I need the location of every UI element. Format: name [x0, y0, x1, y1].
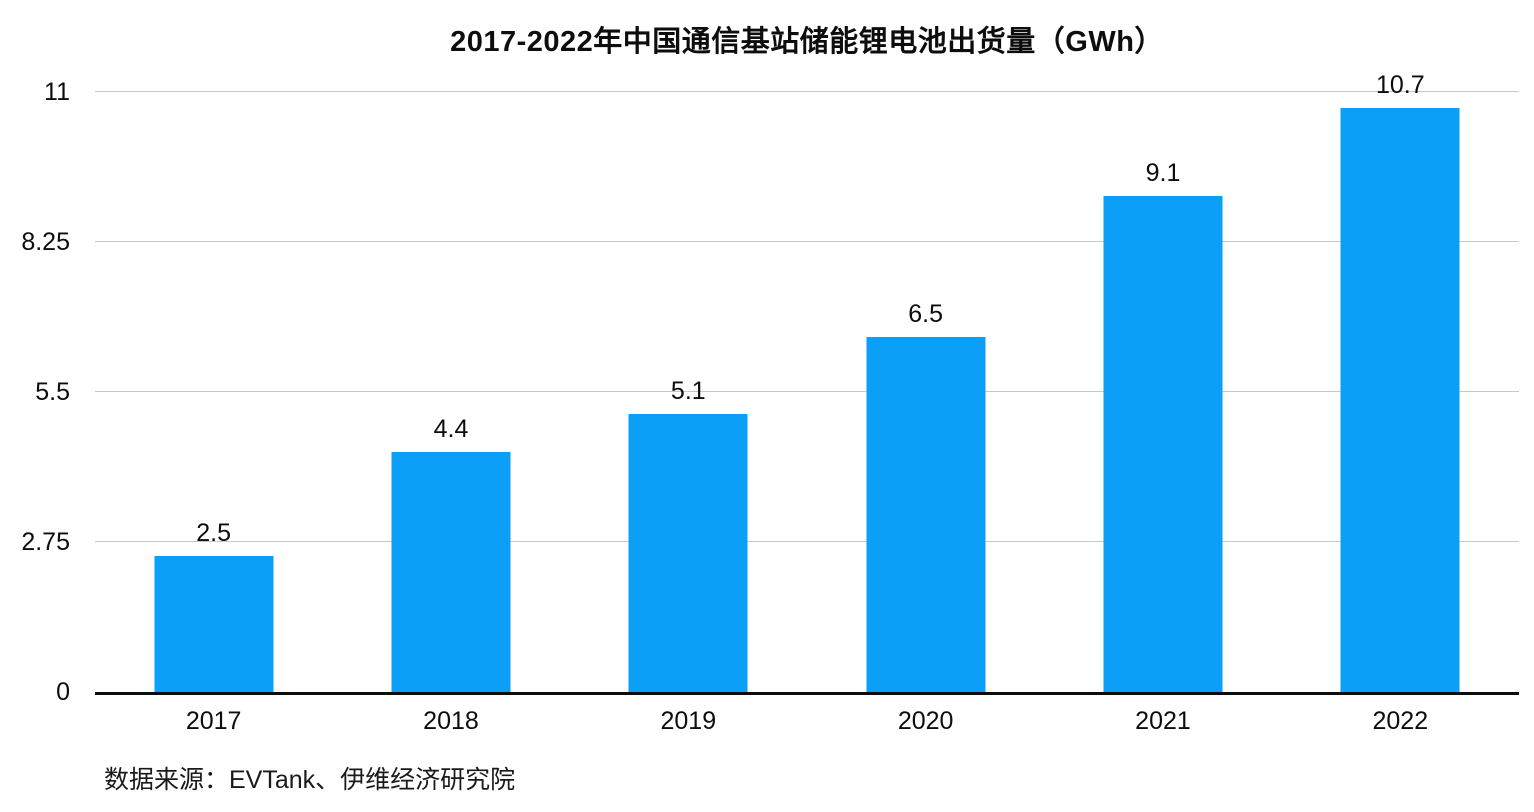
bar-group-2017: 2.5 2017	[95, 92, 332, 735]
x-axis-tick-label: 2022	[1372, 707, 1429, 735]
x-axis-tick-label: 2020	[897, 707, 954, 735]
bar-value-label: 2.5	[196, 518, 232, 547]
bar-value-label: 6.5	[908, 300, 944, 329]
source-note: 数据来源：EVTank、伊维经济研究院	[104, 766, 516, 794]
bar-value-label: 4.4	[433, 415, 469, 443]
x-axis-tick-label: 2021	[1135, 707, 1191, 735]
bar-value-label: 9.1	[1145, 158, 1181, 187]
y-axis-tick-label: 5.5	[35, 378, 70, 406]
bar-group-2019: 5.1 2019	[570, 92, 807, 735]
bar-2020	[866, 337, 986, 692]
gridline	[95, 391, 1519, 392]
bar-2021	[1103, 195, 1223, 692]
chart-title: 2017-2022年中国通信基站储能锂电池出货量（GWh）	[450, 26, 1164, 58]
bar-2018	[391, 452, 511, 692]
bar-2022	[1340, 108, 1460, 692]
bar-group-2018: 4.4 2018	[332, 92, 569, 735]
x-axis-tick-label: 2017	[185, 707, 242, 735]
bar-group-2022: 10.7 2022	[1282, 71, 1519, 735]
y-axis-tick-label: 11	[44, 78, 70, 106]
gridline	[95, 541, 1519, 542]
y-axis-tick-label: 2.75	[21, 528, 70, 556]
bar-value-label: 10.7	[1375, 71, 1425, 100]
bar-group-2020: 6.5 2020	[807, 92, 1044, 735]
x-axis-tick-label: 2019	[660, 707, 717, 735]
y-axis-tick-label: 8.25	[21, 228, 70, 256]
bar-2019	[628, 413, 748, 692]
plot-area: 2.5 2017 4.4 2018 5.1 2019 6.5 2020 9.1 2021 10.7 2…	[95, 71, 1519, 735]
gridline	[95, 91, 1519, 92]
x-axis-tick-label: 2018	[423, 707, 479, 735]
bar-group-2021: 9.1 2021	[1044, 92, 1281, 735]
x-axis-line	[95, 692, 1519, 695]
bar-value-label: 5.1	[670, 376, 706, 405]
gridline	[95, 241, 1519, 242]
bar-2017	[154, 555, 274, 692]
y-axis-tick-label: 0	[56, 678, 70, 706]
